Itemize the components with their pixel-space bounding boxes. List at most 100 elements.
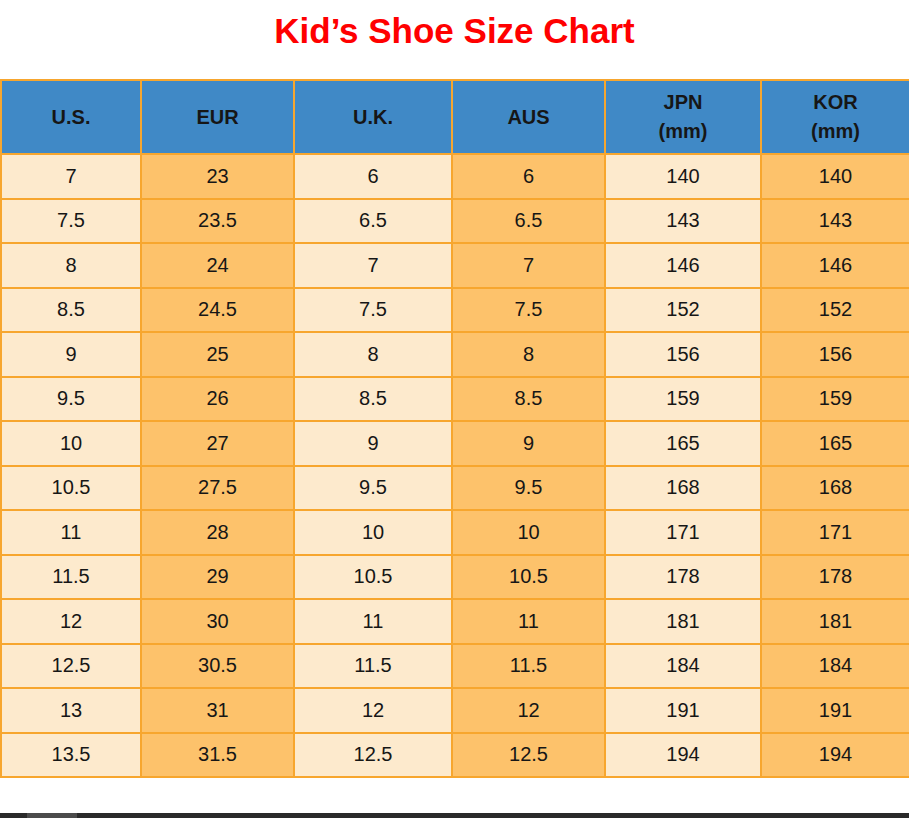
size-cell: 31 — [141, 688, 294, 733]
table-row: 13311212191191 — [1, 688, 909, 733]
size-cell: 12 — [1, 599, 141, 644]
size-cell: 6 — [294, 154, 452, 199]
column-header-label: U.S. — [2, 103, 140, 132]
size-cell: 13.5 — [1, 733, 141, 778]
scrollbar-thumb[interactable] — [27, 813, 77, 818]
size-cell: 29 — [141, 555, 294, 600]
size-cell: 12.5 — [1, 644, 141, 689]
size-cell: 30 — [141, 599, 294, 644]
size-cell: 28 — [141, 510, 294, 555]
table-row: 92588156156 — [1, 332, 909, 377]
size-cell: 24 — [141, 243, 294, 288]
size-cell: 152 — [761, 288, 909, 333]
size-cell: 6 — [452, 154, 605, 199]
size-cell: 168 — [605, 466, 761, 511]
column-header-us: U.S. — [1, 80, 141, 154]
size-cell: 184 — [761, 644, 909, 689]
title-bar: Kid’s Shoe Size Chart — [0, 0, 909, 79]
size-cell: 165 — [605, 421, 761, 466]
size-cell: 156 — [605, 332, 761, 377]
page: Kid’s Shoe Size Chart U.S.EURU.K.AUSJPN(… — [0, 0, 909, 818]
header-row: U.S.EURU.K.AUSJPN(mm)KOR(mm) — [1, 80, 909, 154]
size-cell: 191 — [761, 688, 909, 733]
table-row: 8.524.57.57.5152152 — [1, 288, 909, 333]
table-row: 82477146146 — [1, 243, 909, 288]
size-cell: 7 — [294, 243, 452, 288]
table-row: 12301111181181 — [1, 599, 909, 644]
size-cell: 8 — [294, 332, 452, 377]
size-cell: 11.5 — [1, 555, 141, 600]
size-cell: 10 — [452, 510, 605, 555]
size-cell: 11.5 — [294, 644, 452, 689]
size-cell: 181 — [605, 599, 761, 644]
size-cell: 143 — [761, 199, 909, 244]
size-cell: 10 — [1, 421, 141, 466]
size-cell: 25 — [141, 332, 294, 377]
size-cell: 11 — [294, 599, 452, 644]
size-cell: 146 — [761, 243, 909, 288]
table-row: 13.531.512.512.5194194 — [1, 733, 909, 778]
size-cell: 24.5 — [141, 288, 294, 333]
size-cell: 7.5 — [1, 199, 141, 244]
size-cell: 140 — [605, 154, 761, 199]
size-cell: 26 — [141, 377, 294, 422]
size-cell: 9.5 — [452, 466, 605, 511]
size-cell: 181 — [761, 599, 909, 644]
size-cell: 168 — [761, 466, 909, 511]
size-cell: 27.5 — [141, 466, 294, 511]
table-body: 723661401407.523.56.56.51431438247714614… — [1, 154, 909, 777]
size-cell: 184 — [605, 644, 761, 689]
size-cell: 27 — [141, 421, 294, 466]
size-cell: 31.5 — [141, 733, 294, 778]
table-row: 102799165165 — [1, 421, 909, 466]
page-title: Kid’s Shoe Size Chart — [274, 12, 634, 51]
column-header-jpn: JPN(mm) — [605, 80, 761, 154]
size-cell: 156 — [761, 332, 909, 377]
size-cell: 8.5 — [294, 377, 452, 422]
column-header-label: KOR — [762, 88, 909, 117]
size-cell: 191 — [605, 688, 761, 733]
size-cell: 11.5 — [452, 644, 605, 689]
horizontal-scrollbar[interactable] — [0, 813, 909, 818]
size-cell: 10.5 — [294, 555, 452, 600]
column-header-unit: (mm) — [606, 117, 760, 146]
size-cell: 9 — [294, 421, 452, 466]
column-header-eur: EUR — [141, 80, 294, 154]
size-cell: 12 — [294, 688, 452, 733]
size-cell: 10 — [294, 510, 452, 555]
size-cell: 12 — [452, 688, 605, 733]
table-row: 10.527.59.59.5168168 — [1, 466, 909, 511]
table-row: 11281010171171 — [1, 510, 909, 555]
size-cell: 30.5 — [141, 644, 294, 689]
size-cell: 171 — [761, 510, 909, 555]
size-cell: 146 — [605, 243, 761, 288]
size-cell: 152 — [605, 288, 761, 333]
size-cell: 159 — [605, 377, 761, 422]
size-cell: 8 — [1, 243, 141, 288]
size-cell: 11 — [1, 510, 141, 555]
size-cell: 7 — [452, 243, 605, 288]
size-cell: 9 — [452, 421, 605, 466]
column-header-label: AUS — [453, 103, 604, 132]
size-cell: 8.5 — [1, 288, 141, 333]
size-cell: 9.5 — [294, 466, 452, 511]
size-cell: 11 — [452, 599, 605, 644]
shoe-size-table: U.S.EURU.K.AUSJPN(mm)KOR(mm) 72366140140… — [0, 79, 909, 778]
table-row: 11.52910.510.5178178 — [1, 555, 909, 600]
column-header-label: EUR — [142, 103, 293, 132]
size-cell: 6.5 — [452, 199, 605, 244]
size-cell: 9.5 — [1, 377, 141, 422]
size-cell: 12.5 — [294, 733, 452, 778]
size-cell: 8.5 — [452, 377, 605, 422]
column-header-label: U.K. — [295, 103, 451, 132]
column-header-kor: KOR(mm) — [761, 80, 909, 154]
table-row: 7.523.56.56.5143143 — [1, 199, 909, 244]
size-cell: 159 — [761, 377, 909, 422]
size-cell: 12.5 — [452, 733, 605, 778]
size-cell: 171 — [605, 510, 761, 555]
size-cell: 13 — [1, 688, 141, 733]
size-cell: 7 — [1, 154, 141, 199]
size-cell: 178 — [605, 555, 761, 600]
column-header-unit: (mm) — [762, 117, 909, 146]
table-row: 12.530.511.511.5184184 — [1, 644, 909, 689]
